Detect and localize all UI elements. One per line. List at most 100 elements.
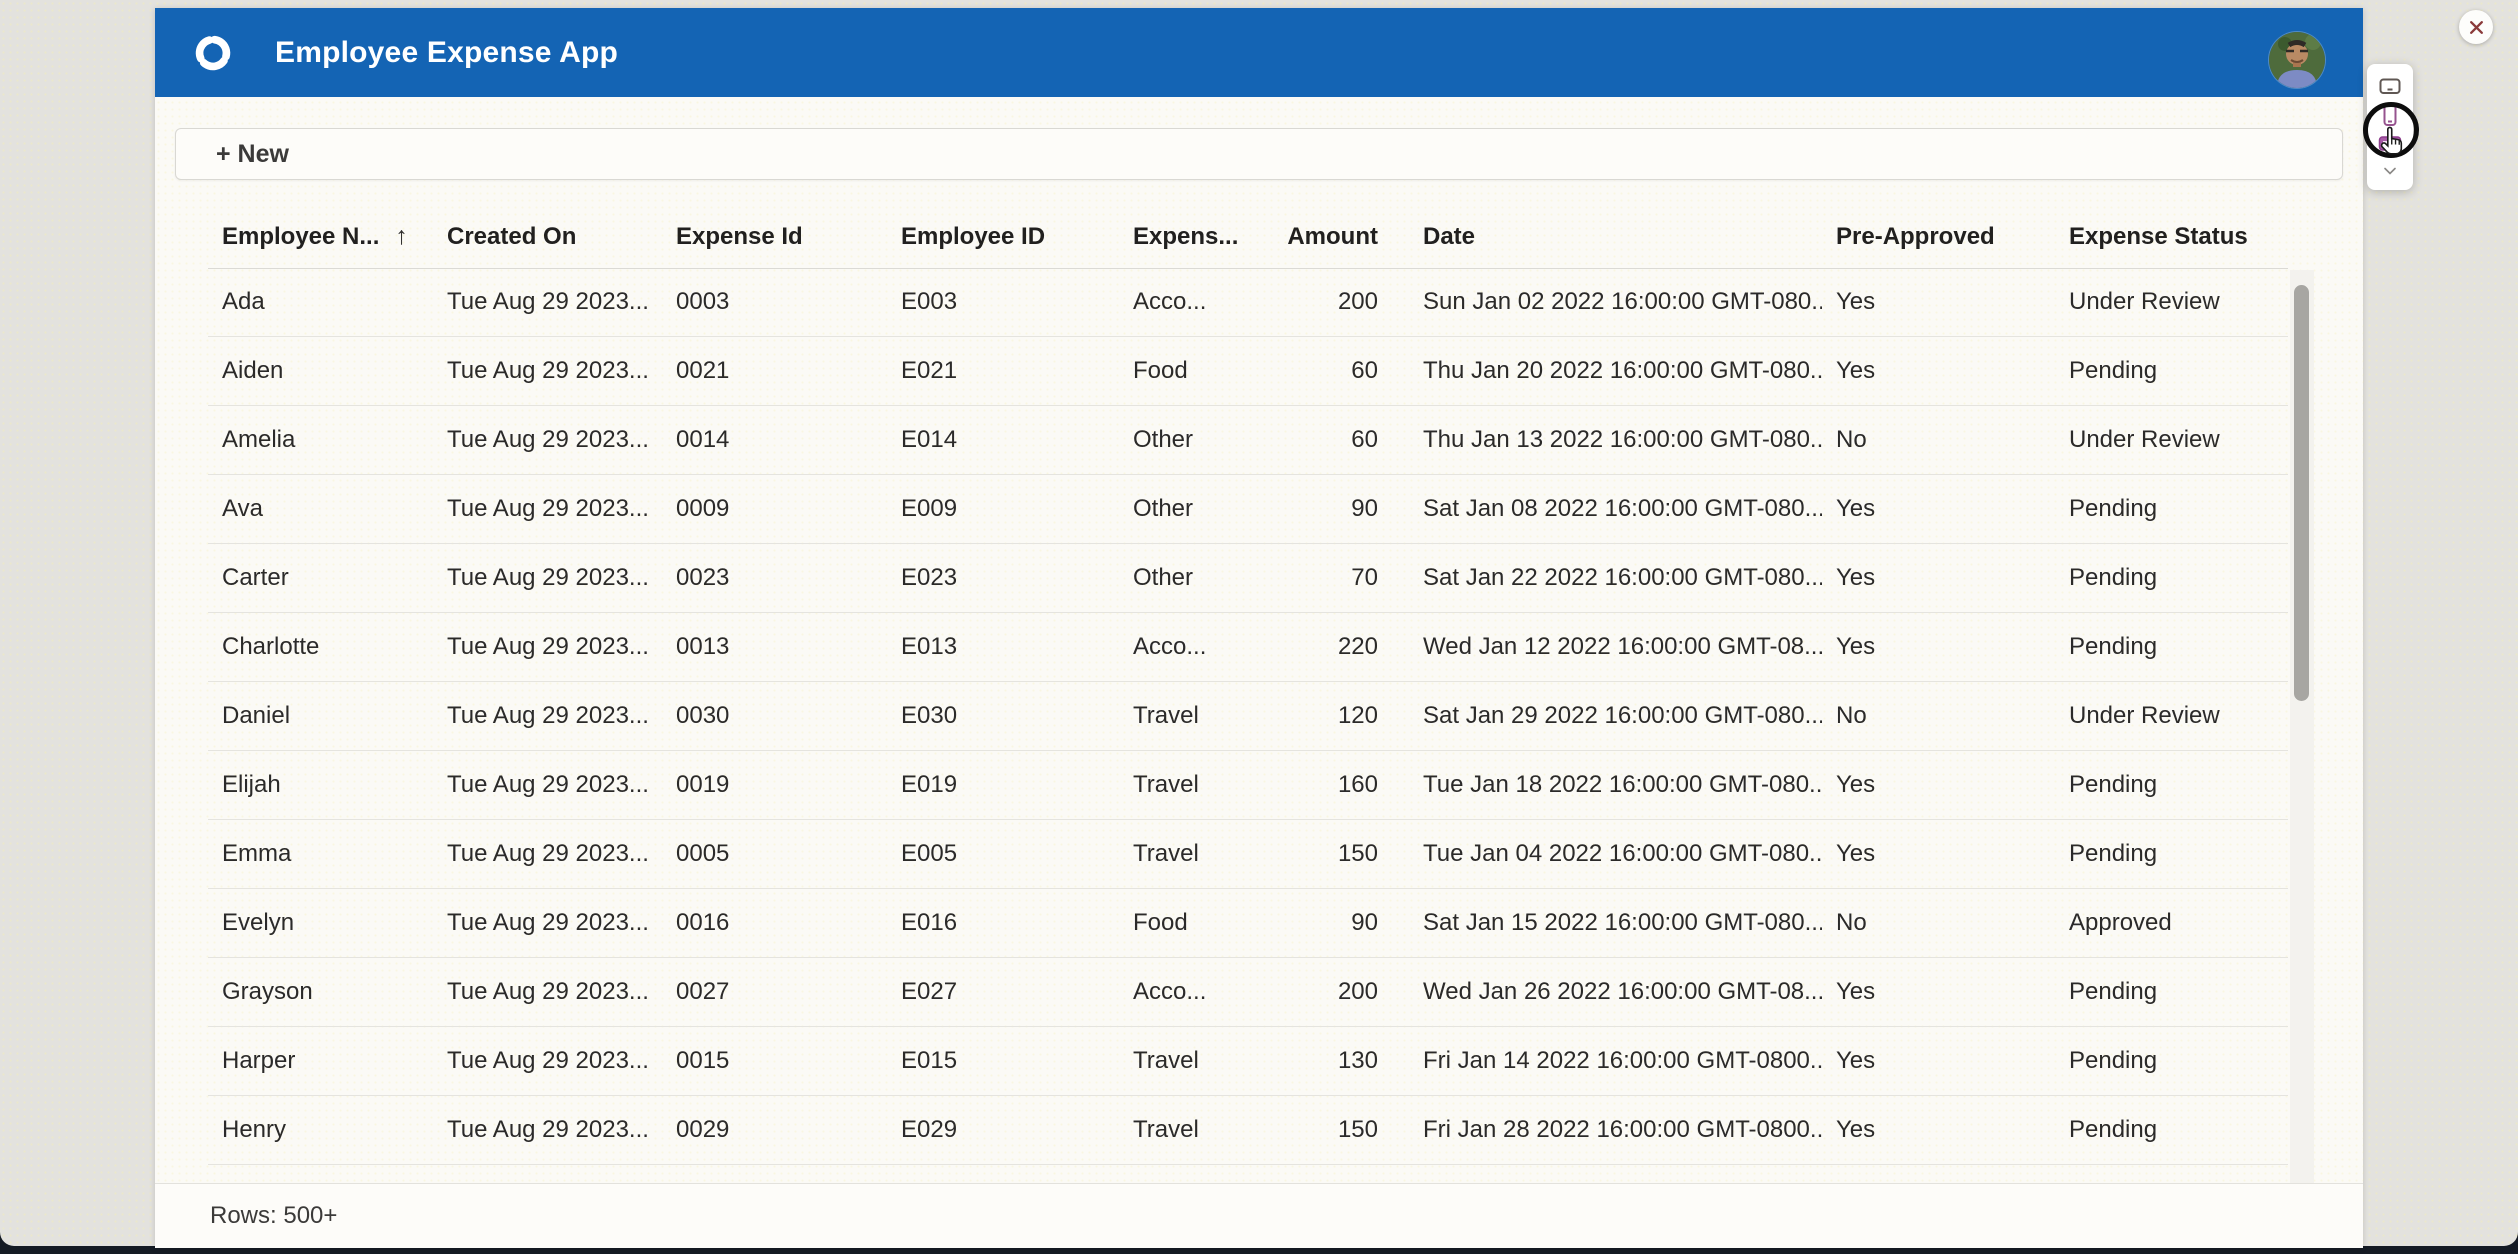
desktop-preview-icon[interactable] [2377, 74, 2403, 100]
cell-amount: 200 [1337, 978, 1378, 1005]
cell-amount: 200 [1337, 288, 1378, 315]
phone-preview-icon[interactable] [2377, 102, 2403, 128]
table-row[interactable]: Amelia Tue Aug 29 2023... 0014 E014 Othe… [208, 406, 2288, 475]
column-header-date[interactable]: Date [1423, 222, 1476, 250]
cell-expense-id: 0015 [676, 1047, 730, 1074]
cell-date: Tue Jan 18 2022 16:00:00 GMT-080... [1423, 771, 1822, 798]
table-row[interactable]: Aiden Tue Aug 29 2023... 0021 E021 Food … [208, 337, 2288, 406]
table-row[interactable]: Grayson Tue Aug 29 2023... 0027 E027 Acc… [208, 958, 2288, 1027]
table-row[interactable]: Elijah Tue Aug 29 2023... 0019 E019 Trav… [208, 751, 2288, 820]
cell-employee-id: E019 [901, 771, 958, 798]
chevron-down-icon[interactable] [2377, 158, 2403, 184]
close-button[interactable] [2459, 10, 2493, 44]
cell-created-on: Tue Aug 29 2023... [447, 495, 649, 522]
user-avatar[interactable] [2269, 32, 2325, 88]
cell-amount: 70 [1351, 564, 1378, 591]
cell-employee-id: E009 [901, 495, 958, 522]
cell-expense-category: Other [1133, 564, 1194, 591]
cell-employee-name: Grayson [222, 978, 313, 1005]
cell-date: Fri Jan 28 2022 16:00:00 GMT-0800... [1423, 1116, 1822, 1143]
app-header-bar: Employee Expense App [155, 8, 2363, 97]
cell-created-on: Tue Aug 29 2023... [447, 564, 649, 591]
cell-created-on: Tue Aug 29 2023... [447, 288, 649, 315]
column-header-employee-name[interactable]: Employee N... ↑ [222, 222, 408, 250]
table-row[interactable]: Daniel Tue Aug 29 2023... 0030 E030 Trav… [208, 682, 2288, 751]
tablet-preview-icon[interactable] [2377, 130, 2403, 156]
table-row[interactable]: Charlotte Tue Aug 29 2023... 0013 E013 A… [208, 613, 2288, 682]
app-title: Employee Expense App [275, 35, 618, 69]
cell-pre-approved: Yes [1836, 288, 1876, 315]
cell-amount: 150 [1337, 1116, 1378, 1143]
column-header-expense-id[interactable]: Expense Id [676, 222, 803, 250]
cell-created-on: Tue Aug 29 2023... [447, 771, 649, 798]
table-row[interactable]: Carter Tue Aug 29 2023... 0023 E023 Othe… [208, 544, 2288, 613]
cell-expense-category: Acco... [1133, 288, 1207, 315]
table-header-row: Employee N... ↑ Created On Expense Id Em… [208, 205, 2288, 269]
cell-date: Sun Jan 02 2022 16:00:00 GMT-080... [1423, 288, 1822, 315]
table-row[interactable]: Isabella Tue Aug 29 2023... 0010 E010 Tr… [208, 1165, 2288, 1183]
cell-employee-id: E015 [901, 1047, 958, 1074]
cell-expense-status: Pending [2069, 1116, 2158, 1143]
table-row[interactable]: Ava Tue Aug 29 2023... 0009 E009 Other 9… [208, 475, 2288, 544]
column-header-amount[interactable]: Amount [1287, 222, 1378, 250]
cell-pre-approved: Yes [1836, 771, 1876, 798]
cell-employee-name: Harper [222, 1047, 296, 1074]
cell-expense-status: Pending [2069, 564, 2158, 591]
cell-date: Sat Jan 29 2022 16:00:00 GMT-080... [1423, 702, 1822, 729]
app-window: Employee Expense App + New Employee N...… [155, 8, 2363, 1248]
cell-date: Tue Jan 04 2022 16:00:00 GMT-080... [1423, 840, 1822, 867]
cell-expense-id: 0029 [676, 1116, 730, 1143]
table-scrollbar-thumb[interactable] [2294, 285, 2309, 701]
cell-expense-status: Pending [2069, 978, 2158, 1005]
cell-amount: 160 [1337, 771, 1378, 798]
cell-expense-id: 0023 [676, 564, 730, 591]
cell-expense-category: Other [1133, 495, 1194, 522]
column-header-employee-id[interactable]: Employee ID [901, 222, 1046, 250]
cell-expense-id: 0027 [676, 978, 730, 1005]
row-count-label: Rows: 500+ [210, 1202, 338, 1229]
cell-amount: 90 [1351, 495, 1378, 522]
cell-employee-id: E030 [901, 702, 958, 729]
cell-expense-status: Pending [2069, 633, 2158, 660]
cell-expense-status: Under Review [2069, 702, 2220, 729]
column-header-expense-category[interactable]: Expens... [1133, 222, 1239, 250]
cell-employee-id: E003 [901, 288, 958, 315]
cell-created-on: Tue Aug 29 2023... [447, 633, 649, 660]
table-scrollbar-track[interactable] [2290, 270, 2314, 1191]
cell-date: Thu Jan 13 2022 16:00:00 GMT-080... [1423, 426, 1822, 453]
column-header-created-on[interactable]: Created On [447, 222, 577, 250]
cell-employee-id: E005 [901, 840, 958, 867]
table-row[interactable]: Harper Tue Aug 29 2023... 0015 E015 Trav… [208, 1027, 2288, 1096]
cell-employee-id: E016 [901, 909, 958, 936]
cell-expense-status: Approved [2069, 909, 2172, 936]
table-row[interactable]: Emma Tue Aug 29 2023... 0005 E005 Travel… [208, 820, 2288, 889]
cell-employee-id: E027 [901, 978, 958, 1005]
cell-expense-category: Travel [1133, 771, 1199, 798]
cell-created-on: Tue Aug 29 2023... [447, 909, 649, 936]
table-row[interactable]: Ada Tue Aug 29 2023... 0003 E003 Acco...… [208, 268, 2288, 337]
new-record-label: + New [216, 139, 289, 168]
table-body: Ada Tue Aug 29 2023... 0003 E003 Acco...… [208, 268, 2288, 1183]
cell-employee-name: Amelia [222, 426, 296, 453]
table-row[interactable]: Evelyn Tue Aug 29 2023... 0016 E016 Food… [208, 889, 2288, 958]
column-header-expense-status[interactable]: Expense Status [2069, 222, 2248, 250]
cell-created-on: Tue Aug 29 2023... [447, 426, 649, 453]
cell-expense-id: 0013 [676, 633, 730, 660]
cell-amount: 150 [1337, 840, 1378, 867]
table-row[interactable]: Henry Tue Aug 29 2023... 0029 E029 Trave… [208, 1096, 2288, 1165]
new-record-button[interactable]: + New [175, 128, 2343, 180]
cell-expense-category: Acco... [1133, 633, 1207, 660]
cell-expense-id: 0014 [676, 426, 730, 453]
cell-created-on: Tue Aug 29 2023... [447, 978, 649, 1005]
cell-pre-approved: Yes [1836, 840, 1876, 867]
cell-amount: 220 [1337, 633, 1378, 660]
cell-expense-status: Pending [2069, 1047, 2158, 1074]
cell-created-on: Tue Aug 29 2023... [447, 702, 649, 729]
cell-employee-id: E014 [901, 426, 958, 453]
cell-date: Sat Jan 15 2022 16:00:00 GMT-080... [1423, 909, 1822, 936]
cell-expense-id: 0016 [676, 909, 730, 936]
cell-expense-category: Travel [1133, 702, 1199, 729]
column-header-pre-approved[interactable]: Pre-Approved [1836, 222, 1995, 250]
cell-amount: 90 [1351, 909, 1378, 936]
sort-ascending-icon[interactable]: ↑ [395, 222, 408, 250]
